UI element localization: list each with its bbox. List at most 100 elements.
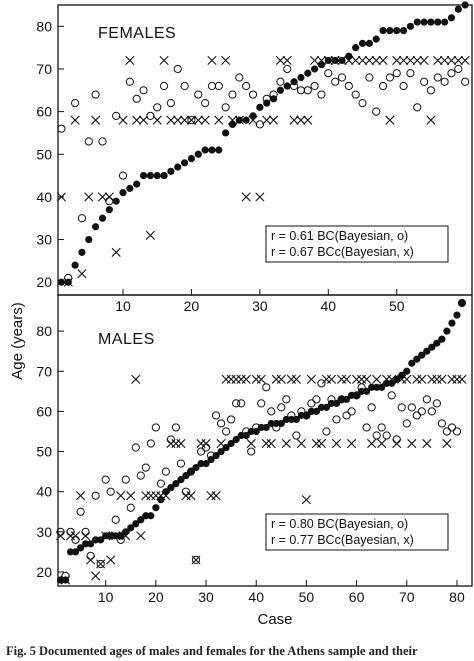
males-open-point [292,431,301,440]
males-cross-point [70,531,81,541]
females-cross-point [63,277,73,287]
males-open-point [91,491,100,500]
males-panel: MALES 20 30 40 50 60 70 80 10 20 30 40 50 60 70 80 r =… [36,294,473,605]
females-xtick-label: 10 [115,298,131,314]
females-open-point [71,98,80,108]
males-filled-point [312,407,321,415]
males-ytick-label: 80 [36,323,52,339]
females-filled-point [393,26,401,35]
males-cross-point [191,555,201,565]
females-open-point [433,73,442,82]
males-cross-point [417,374,427,384]
males-ytick-label: 50 [36,444,52,460]
males-open-point [297,407,306,416]
females-open-point [180,81,189,91]
males-open-point [427,407,436,416]
females-legend-box [265,225,449,263]
females-open-point [255,120,264,129]
females-cross-point [152,115,162,125]
males-open-point [367,403,376,412]
males-filled-point [443,327,451,335]
females-cross-point [392,55,402,66]
males-open-point [66,527,75,536]
males-cross-point [387,374,397,384]
males-cross-point [291,374,301,384]
males-filled-point [448,319,456,327]
males-open-point [237,399,246,408]
males-cross-point [176,438,186,449]
males-cross-point [256,374,266,384]
males-open-point [352,391,361,400]
females-cross-point [323,55,333,66]
females-filled-point [187,154,196,163]
males-xtick-label: 20 [148,589,164,605]
males-filled-point [71,548,80,556]
males-filled-point [66,548,75,556]
males-cross-point [96,559,106,569]
females-open-point [166,98,176,108]
males-open-point [262,383,271,392]
males-cross-point [106,555,116,565]
females-open-point [344,81,353,91]
males-filled-point [337,395,346,403]
females-open-point [351,90,360,99]
males-cross-point [231,374,241,384]
males-cross-point [357,374,367,384]
males-filled-point [378,383,386,391]
males-open-point [206,451,216,460]
females-open-point [228,90,237,99]
males-open-point [136,471,145,480]
males-filled-point [137,516,145,524]
males-filled-point [322,403,331,411]
females-filled-point [71,261,79,269]
females-cross-point [255,192,265,202]
females-cross-point [289,115,299,125]
males-cross-point [171,438,181,449]
females-cross-point [186,115,197,125]
females-open-point [419,77,429,86]
males-open-point [146,439,155,448]
males-open-point [362,423,371,432]
males-cross-point [226,374,236,384]
females-open-point [454,64,463,74]
males-filled-point [87,540,95,548]
males-points [55,298,467,585]
females-xtick-label: 20 [184,298,200,314]
males-filled-point [393,375,401,383]
females-open-point [385,73,394,82]
males-xtick-label: 10 [98,589,114,605]
males-open-point [176,459,186,468]
females-xtick-label: 40 [321,298,337,314]
males-cross-point [452,374,462,384]
females-open-point [262,94,271,103]
males-open-point [422,395,431,404]
males-cross-point [351,374,362,384]
females-open-point [337,73,347,82]
females-open-point [447,69,456,78]
figure-caption: Fig. 5 Documented ages of males and fema… [6,644,418,658]
females-panel: FEMALES 20 30 40 50 60 70 80 10 20 30 40 50 r = 0.6… [36,1,473,314]
females-cross-point [351,55,361,66]
males-filled-point [107,532,115,540]
males-cross-point [136,531,146,541]
males-open-point [101,475,110,484]
males-open-point [201,443,211,452]
males-open-point [121,475,130,484]
x-axis-title: Case [257,611,292,628]
males-open-point [81,527,90,536]
males-open-point [357,383,366,392]
males-open-point [116,535,125,544]
females-filled-point [126,184,134,192]
females-open-point [235,73,244,82]
females-filled-point [256,103,264,111]
males-open-point [186,467,196,476]
females-cross-point [145,230,155,240]
males-cross-point [271,374,281,384]
males-open-point [377,423,386,432]
males-xtick-label: 50 [299,589,315,605]
males-cross-point [281,438,291,449]
y-axis-title: Age (years) [9,302,26,380]
females-open-point [132,94,141,103]
females-cross-point [303,115,313,125]
males-ytick-label: 20 [36,564,52,580]
